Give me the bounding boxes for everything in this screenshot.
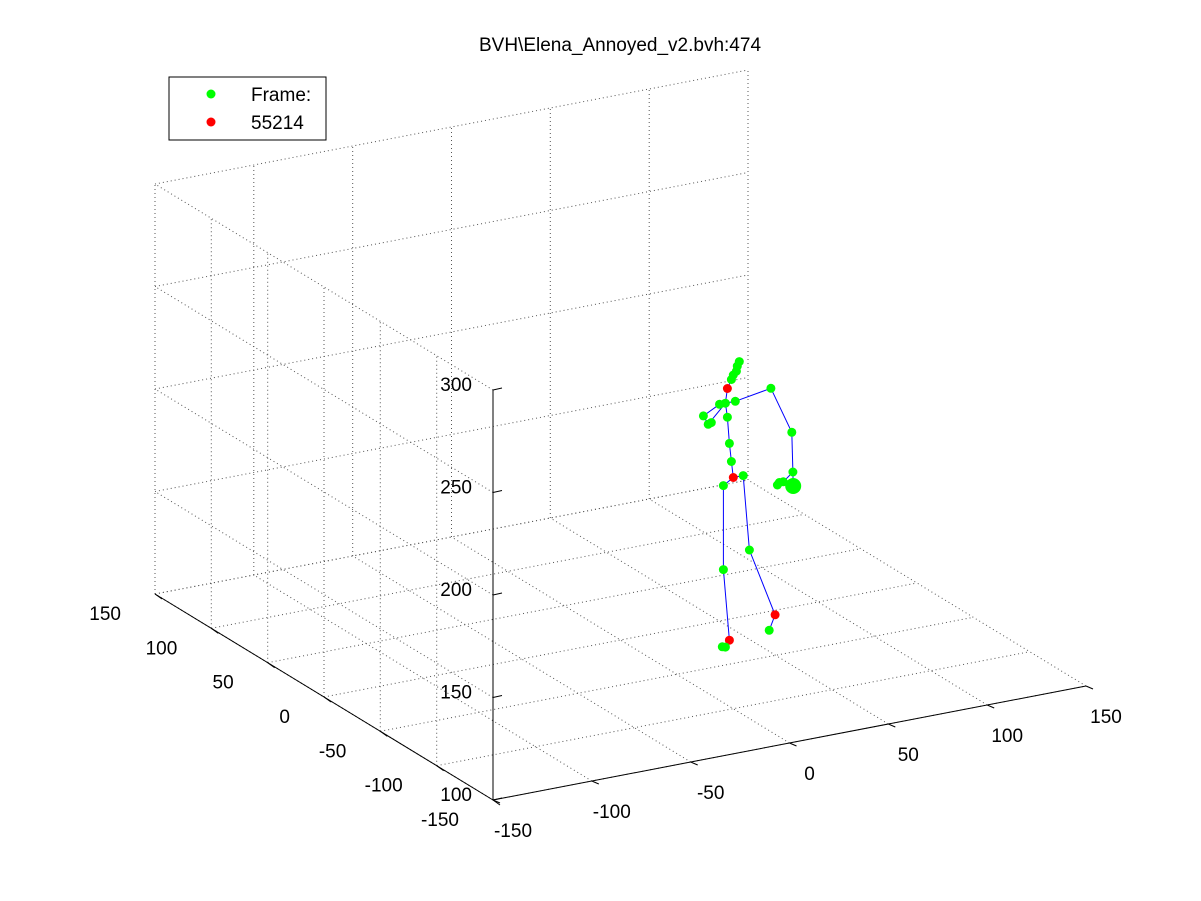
x-tick-label: -150 <box>494 821 532 842</box>
y-tick-label: -150 <box>421 810 459 831</box>
joint-spine-2 <box>724 438 734 448</box>
bone-l-knee-l-ankle <box>722 569 730 641</box>
joint-head <box>722 384 732 393</box>
z-tick-label: 300 <box>440 375 472 396</box>
bone-r-shoulder-r-elbow <box>770 388 793 433</box>
joint-l-ankle <box>724 635 734 645</box>
z-tick-mark <box>492 797 503 801</box>
z-tick-mark <box>492 592 503 596</box>
z-tick-mark <box>492 387 503 391</box>
x-tick-label: 0 <box>804 764 815 785</box>
x-tick-mark <box>987 704 995 709</box>
back-wall-grid-line-z <box>154 172 749 287</box>
y-tick-mark <box>267 662 275 669</box>
floor-grid-line-y <box>211 513 805 629</box>
back-wall-grid-line-z <box>154 479 749 595</box>
legend-label-number: 55214 <box>251 113 304 134</box>
y-tick-mark <box>323 696 332 703</box>
y-tick-label: -100 <box>365 776 403 797</box>
y-tick-mark <box>154 593 163 600</box>
y-tick-mark <box>380 730 388 737</box>
x-tick-label: -100 <box>593 802 631 823</box>
joint-l-toe-tip <box>717 642 727 652</box>
x-tick-label: -50 <box>697 783 724 804</box>
joint-r-knee <box>744 545 754 555</box>
x-tick-mark <box>690 761 698 766</box>
joint-head-top-5 <box>726 375 736 384</box>
joint-r-toe <box>764 625 774 635</box>
back-wall-grid-line-z <box>154 274 749 390</box>
y-tick-label: -50 <box>319 741 346 762</box>
z-tick-label: 150 <box>440 683 472 704</box>
y-tick-mark <box>436 765 444 772</box>
bone-r-knee-r-ankle <box>748 549 776 615</box>
floor-grid-line-y <box>380 616 974 732</box>
x-tick-mark <box>591 780 599 785</box>
joint-r-shoulder <box>766 383 776 393</box>
joint-l-hip <box>718 481 728 491</box>
y-tick-mark <box>211 627 219 634</box>
joint-l-clavicle <box>715 399 724 409</box>
joint-r-elbow <box>787 427 797 437</box>
bone-r-elbow-r-wrist <box>791 432 794 473</box>
legend-marker-frame <box>206 89 216 99</box>
bone-r-clavicle-r-shoulder <box>735 387 772 402</box>
x-tick-label: 150 <box>1090 707 1122 728</box>
back-wall-grid-line-z <box>154 377 749 492</box>
y-tick-label: 150 <box>89 604 121 625</box>
y-tick-label: 0 <box>279 707 290 728</box>
z-tick-label: 100 <box>440 785 472 806</box>
y-tick-label: 100 <box>146 638 178 659</box>
bone-r-hip-r-knee <box>742 475 750 551</box>
y-tick-label: 50 <box>213 673 234 694</box>
joint-r-wrist <box>788 467 798 477</box>
joint-hips <box>728 473 738 482</box>
z-tick-label: 250 <box>440 478 472 499</box>
back-wall-grid-line-z <box>154 69 749 185</box>
y-tick-mark <box>492 799 501 806</box>
floor-grid-line-y <box>436 651 1030 767</box>
joint-r-hip <box>738 471 748 481</box>
x-tick-label: 50 <box>898 745 919 766</box>
axis-layer <box>154 387 1094 806</box>
x-tick-label: 100 <box>991 726 1023 747</box>
legend-marker-number <box>206 117 216 127</box>
tick-labels: -150 -100 -50 0 50 100 150 -150 -100 -50 0 50 100 150… <box>89 375 1122 842</box>
legend-box <box>168 76 327 141</box>
skeleton-joints <box>698 357 802 652</box>
z-tick-mark <box>492 490 503 493</box>
floor-grid-line-y <box>267 548 861 664</box>
joint-r-finger-3 <box>772 480 782 490</box>
z-tick-mark <box>492 695 503 698</box>
legend: Frame: 55214 <box>168 76 327 141</box>
x-tick-mark <box>888 723 896 728</box>
joint-r-hand <box>785 478 802 494</box>
joint-r-clavicle <box>730 396 740 406</box>
legend-label-frame: Frame: <box>251 85 311 106</box>
x-tick-mark <box>789 742 797 747</box>
joint-spine-1 <box>726 457 736 466</box>
z-tick-label: 200 <box>440 580 472 601</box>
chart-title: BVH\Elena_Annoyed_v2.bvh:474 <box>479 35 761 56</box>
x-tick-mark <box>1085 685 1094 690</box>
joint-l-knee <box>718 565 728 575</box>
joint-r-ankle <box>770 610 780 620</box>
joint-spine-3 <box>722 412 732 422</box>
joint-l-shoulder <box>698 411 708 421</box>
joint-l-wrist <box>706 418 716 428</box>
floor-grid-line-y <box>323 582 918 698</box>
